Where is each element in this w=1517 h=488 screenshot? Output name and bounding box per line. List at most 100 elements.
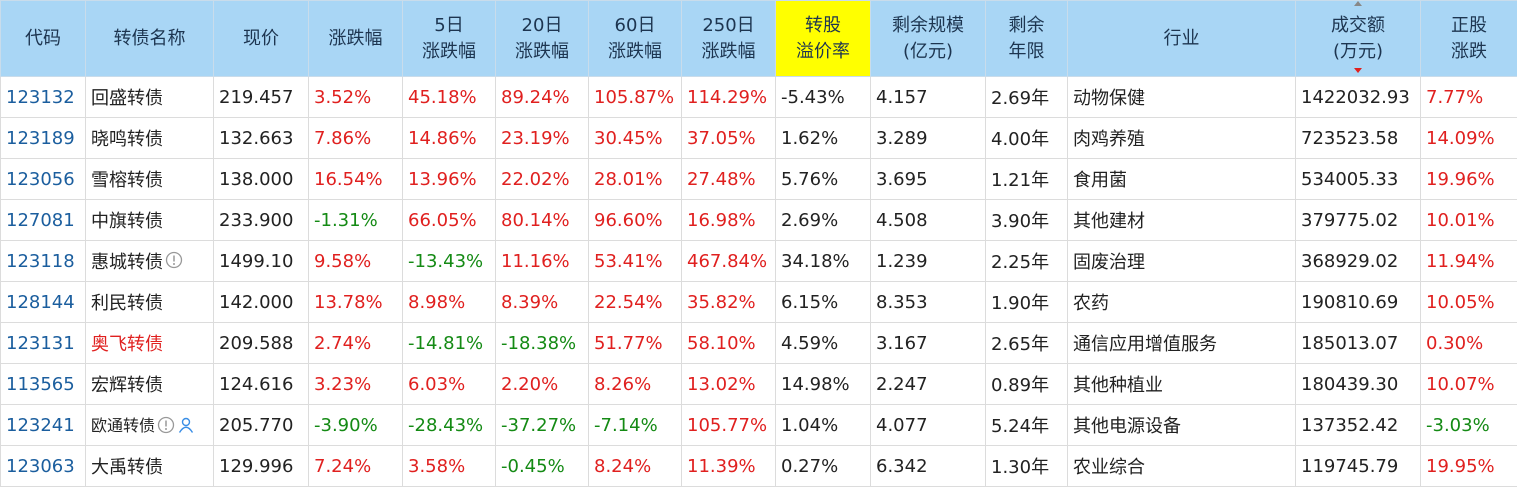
column-header[interactable]: 60日 涨跌幅 xyxy=(588,0,682,77)
cell-text: 114.29% xyxy=(687,86,768,108)
table-cell: 190810.69 xyxy=(1295,281,1421,323)
bond-name[interactable]: 欧通转债 xyxy=(85,404,214,446)
bond-name[interactable]: 大禹转债 xyxy=(85,445,214,487)
header-text: 250日 xyxy=(702,14,755,36)
cell-text: -0.45% xyxy=(501,455,565,477)
table-cell: 3.58% xyxy=(402,445,496,487)
table-row[interactable]: 123132 回盛转债 219.457 3.52% 45.18% 89.24% 105.87… xyxy=(0,76,1517,118)
table-row[interactable]: 123241 欧通转债 205.770 -3.90% -28.43% -37.27% -7.… xyxy=(0,404,1517,446)
table-cell: 9.58% xyxy=(308,240,403,282)
table-cell: 129.996 xyxy=(213,445,309,487)
table-cell: 27.48% xyxy=(681,158,776,200)
cell-text: 1422032.93 xyxy=(1301,86,1410,108)
column-header[interactable]: 剩余 年限 xyxy=(985,0,1068,77)
cell-text: 农药 xyxy=(1073,293,1109,314)
column-header[interactable]: 行业 xyxy=(1067,0,1296,77)
bond-name[interactable]: 惠城转债 xyxy=(85,240,214,282)
cell-text: 129.996 xyxy=(219,455,294,477)
table-cell: 14.98% xyxy=(775,363,871,405)
cell-text: 欧通转债 xyxy=(91,416,156,436)
sort-indicator xyxy=(1354,1,1362,6)
bond-code[interactable]: 123056 xyxy=(0,158,86,200)
badge-icon[interactable] xyxy=(177,416,195,438)
bond-code[interactable]: 127081 xyxy=(0,199,86,241)
table-row[interactable]: 127081 中旗转债 233.900 -1.31% 66.05% 80.14% 96.60… xyxy=(0,199,1517,241)
cell-text: 宏辉转债 xyxy=(91,375,163,396)
table-cell: 80.14% xyxy=(495,199,589,241)
table-cell: 2.20% xyxy=(495,363,589,405)
table-cell: 3.52% xyxy=(308,76,403,118)
cell-text: 35.82% xyxy=(687,291,756,313)
bond-code[interactable]: 123189 xyxy=(0,117,86,159)
table-cell: 6.03% xyxy=(402,363,496,405)
column-header[interactable]: 成交额 (万元) xyxy=(1295,0,1421,77)
bond-name[interactable]: 奥飞转债 xyxy=(85,322,214,364)
bond-name[interactable]: 晓鸣转债 xyxy=(85,117,214,159)
table-cell: 2.69% xyxy=(775,199,871,241)
table-row[interactable]: 123189 晓鸣转债 132.663 7.86% 14.86% 23.19% 30.45%… xyxy=(0,117,1517,159)
bond-code[interactable]: 123241 xyxy=(0,404,86,446)
bond-name[interactable]: 宏辉转债 xyxy=(85,363,214,405)
bond-code[interactable]: 123063 xyxy=(0,445,86,487)
table-cell: 30.45% xyxy=(588,117,682,159)
bond-code[interactable]: 123131 xyxy=(0,322,86,364)
header-text: 涨跌幅 xyxy=(328,27,383,49)
bond-code[interactable]: 128144 xyxy=(0,281,86,323)
table-cell: 209.588 xyxy=(213,322,309,364)
column-header[interactable]: 5日 涨跌幅 xyxy=(402,0,496,77)
column-header[interactable]: 250日 涨跌幅 xyxy=(681,0,776,77)
table-row[interactable]: 128144 利民转债 142.000 13.78% 8.98% 8.39% 22.54% 3… xyxy=(0,281,1517,323)
column-header[interactable]: 转股 溢价率 xyxy=(775,0,871,77)
table-row[interactable]: 123063 大禹转债 129.996 7.24% 3.58% -0.45% 8.24% 11… xyxy=(0,445,1517,487)
table-row[interactable]: 123056 雪榕转债 138.000 16.54% 13.96% 22.02% 28.01… xyxy=(0,158,1517,200)
cell-text: 其他电源设备 xyxy=(1073,416,1181,437)
column-header[interactable]: 剩余规模 (亿元) xyxy=(870,0,986,77)
bond-code[interactable]: 113565 xyxy=(0,363,86,405)
column-header[interactable]: 正股 涨跌 xyxy=(1420,0,1517,77)
column-header[interactable]: 涨跌幅 xyxy=(308,0,403,77)
bond-code[interactable]: 123118 xyxy=(0,240,86,282)
column-header[interactable]: 现价 xyxy=(213,0,309,77)
table-cell: -14.81% xyxy=(402,322,496,364)
table-row[interactable]: 113565 宏辉转债 124.616 3.23% 6.03% 2.20% 8.26% 13.… xyxy=(0,363,1517,405)
header-text: 现价 xyxy=(243,27,279,49)
header-text: 剩余规模 xyxy=(892,14,964,36)
cell-text: 固废治理 xyxy=(1073,252,1145,273)
column-header[interactable]: 代码 xyxy=(0,0,86,77)
cell-text: 467.84% xyxy=(687,250,768,272)
table-cell: 1.30年 xyxy=(985,445,1068,487)
table-cell: 3.23% xyxy=(308,363,403,405)
cell-text: 51.77% xyxy=(594,332,663,354)
table-cell: 10.01% xyxy=(1420,199,1517,241)
table-row[interactable]: 123131 奥飞转债 209.588 2.74% -14.81% -18.38% 51.7… xyxy=(0,322,1517,364)
table-row[interactable]: 123118 惠城转债 1499.10 9.58% -13.43% 11.16% 53.41… xyxy=(0,240,1517,282)
header-text: 5日 xyxy=(434,14,464,36)
bond-name[interactable]: 利民转债 xyxy=(85,281,214,323)
header-row: 代码 转债名称 现价 涨跌幅 5日 涨跌幅 20日 涨跌幅 60日 涨跌幅 250日 涨跌幅 转股 溢价率… xyxy=(0,0,1517,77)
cell-text: 奥飞转债 xyxy=(91,334,163,355)
table-cell: 6.15% xyxy=(775,281,871,323)
cell-text: 233.900 xyxy=(219,209,294,231)
table-cell: -3.03% xyxy=(1420,404,1517,446)
table-cell: 1.239 xyxy=(870,240,986,282)
cell-text: 4.077 xyxy=(876,414,928,436)
bond-name[interactable]: 雪榕转债 xyxy=(85,158,214,200)
cell-text: 2.69年 xyxy=(991,88,1050,109)
bond-name[interactable]: 中旗转债 xyxy=(85,199,214,241)
cell-text: 动物保健 xyxy=(1073,88,1145,109)
cell-text: 53.41% xyxy=(594,250,663,272)
column-header[interactable]: 20日 涨跌幅 xyxy=(495,0,589,77)
cell-text: 7.24% xyxy=(314,455,372,477)
table-cell: 723523.58 xyxy=(1295,117,1421,159)
badge-icon[interactable] xyxy=(165,251,183,274)
badge-icon[interactable] xyxy=(157,416,175,438)
bond-code[interactable]: 123132 xyxy=(0,76,86,118)
cell-text: 27.48% xyxy=(687,168,756,190)
cell-text: 209.588 xyxy=(219,332,294,354)
column-header[interactable]: 转债名称 xyxy=(85,0,214,77)
bond-name[interactable]: 回盛转债 xyxy=(85,76,214,118)
table-cell: 3.90年 xyxy=(985,199,1068,241)
table-cell: 4.077 xyxy=(870,404,986,446)
cell-text: 8.24% xyxy=(594,455,652,477)
table-cell: 13.02% xyxy=(681,363,776,405)
